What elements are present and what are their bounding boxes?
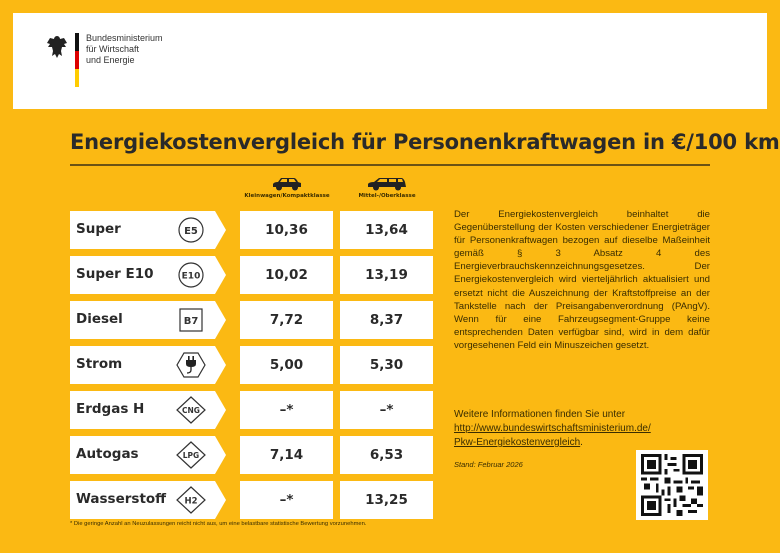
fuel-cell: Super E10 E10 (70, 256, 226, 294)
qr-code[interactable] (636, 450, 708, 520)
value-large-car: 13,25 (340, 481, 433, 519)
svg-text:LPG: LPG (183, 451, 199, 460)
column-label-large: Mittel-/Oberklasse (358, 193, 416, 199)
value-small-car: 7,14 (240, 436, 333, 474)
small-car-icon (273, 178, 301, 191)
ministry-line-3: und Energie (86, 55, 135, 65)
more-info: Weitere Informationen finden Sie unter h… (454, 408, 724, 450)
value-large-car: 13,64 (340, 211, 433, 249)
svg-text:B7: B7 (184, 316, 199, 327)
value-small-car: 7,72 (240, 301, 333, 339)
ministry-logo: Bundesministerium für Wirtschaft und Ene… (46, 33, 163, 87)
fuel-name: Autogas (76, 446, 139, 462)
value-small-car: 10,02 (240, 256, 333, 294)
link-line-1[interactable]: http://www.bundeswirtschaftsministerium.… (454, 423, 651, 434)
value-large-car: 6,53 (340, 436, 433, 474)
flag-red (75, 51, 79, 69)
value-small-car: –* (240, 481, 333, 519)
flag-black (75, 33, 79, 51)
svg-text:CNG: CNG (182, 406, 200, 415)
column-label-small: Kleinwagen/Kompaktklasse (244, 193, 330, 199)
fuel-name: Strom (76, 356, 123, 372)
column-header-large-car: Mittel-/Oberklasse (337, 177, 437, 199)
value-small-car: –* (240, 391, 333, 429)
ministry-name: Bundesministerium für Wirtschaft und Ene… (86, 33, 163, 87)
value-large-car: 5,30 (340, 346, 433, 384)
svg-text:E10: E10 (182, 272, 201, 282)
h2-diamond-badge-icon: H2 (176, 486, 206, 514)
federal-eagle-icon (47, 36, 67, 58)
svg-text:E5: E5 (184, 226, 198, 237)
fuel-name: Erdgas H (76, 401, 145, 417)
footnote: * Die geringe Anzahl an Neuzulassungen r… (70, 521, 367, 527)
cng-diamond-badge-icon: CNG (176, 396, 206, 424)
link-line-2[interactable]: Pkw-Energiekostenvergleich (454, 437, 581, 448)
title-divider (70, 164, 710, 166)
value-small-car: 10,36 (240, 211, 333, 249)
qr-code-icon (641, 454, 703, 516)
fuel-cell: Autogas LPG (70, 436, 226, 474)
value-large-car: 8,37 (340, 301, 433, 339)
flag-gold (75, 69, 79, 87)
link-suffix: . (580, 437, 583, 448)
column-header-small-car: Kleinwagen/Kompaktklasse (237, 177, 337, 199)
e10-circle-badge-icon: E10 (178, 262, 204, 288)
fuel-name: Diesel (76, 311, 123, 327)
large-car-icon (368, 178, 406, 191)
header-banner: Bundesministerium für Wirtschaft und Ene… (13, 13, 767, 109)
ministry-line-2: für Wirtschaft (86, 44, 140, 54)
fuel-cell: Erdgas H CNG (70, 391, 226, 429)
fuel-name: Wasserstoff (76, 491, 167, 507)
value-large-car: –* (340, 391, 433, 429)
fuel-name: Super E10 (76, 266, 154, 282)
more-info-intro: Weitere Informationen finden Sie unter (454, 409, 626, 420)
fuel-cell: Wasserstoff H2 (70, 481, 226, 519)
svg-text:H2: H2 (184, 497, 197, 507)
flag-bar (75, 33, 79, 87)
ministry-line-1: Bundesministerium (86, 33, 163, 43)
electric-plug-hexagon-icon (176, 352, 206, 378)
fuel-cell: Super E5 (70, 211, 226, 249)
value-small-car: 5,00 (240, 346, 333, 384)
lpg-diamond-badge-icon: LPG (176, 441, 206, 469)
e5-circle-badge-icon: E5 (178, 217, 204, 243)
value-large-car: 13,19 (340, 256, 433, 294)
fuel-cell: Strom (70, 346, 226, 384)
stand-date: Stand: Februar 2026 (454, 460, 523, 469)
page-title: Energiekostenvergleich für Personenkraft… (70, 130, 780, 154)
fuel-name: Super (76, 221, 121, 237)
description-text: Der Energiekostenvergleich beinhaltet di… (454, 209, 710, 351)
ministry-link[interactable]: http://www.bundeswirtschaftsministerium.… (454, 423, 651, 448)
fuel-cell: Diesel B7 (70, 301, 226, 339)
b7-square-badge-icon: B7 (179, 308, 203, 332)
